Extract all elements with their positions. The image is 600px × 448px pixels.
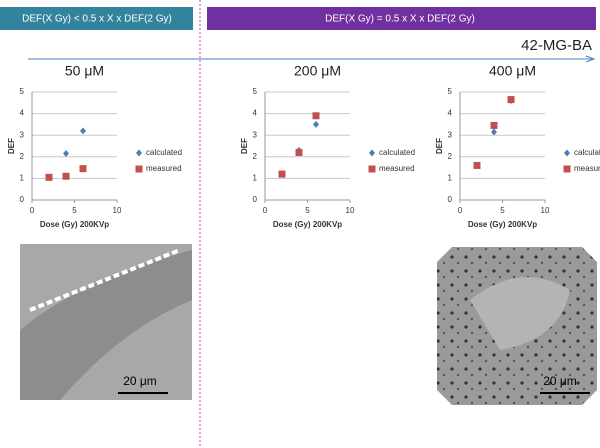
x-axis-label: Dose (Gy) 200KVp bbox=[40, 220, 109, 229]
y-tick-label: 5 bbox=[20, 87, 25, 96]
legend-marker bbox=[564, 149, 570, 157]
x-axis-label: Dose (Gy) 200KVp bbox=[273, 220, 342, 229]
point bbox=[45, 173, 53, 181]
point bbox=[490, 121, 498, 129]
point bbox=[62, 172, 70, 180]
scale-bar-label: 20 μm bbox=[123, 374, 157, 388]
point bbox=[491, 128, 497, 136]
y-axis-label: DEF bbox=[7, 138, 16, 154]
y-tick-label: 3 bbox=[253, 130, 258, 139]
y-axis-label: DEF bbox=[240, 138, 249, 154]
scale-bar-label: 20 μm bbox=[543, 374, 577, 388]
legend-marker bbox=[368, 165, 376, 173]
point bbox=[313, 120, 319, 128]
x-tick-label: 0 bbox=[30, 206, 35, 215]
banner-right bbox=[207, 7, 596, 30]
x-tick-label: 5 bbox=[72, 206, 77, 215]
y-axis-label: DEF bbox=[435, 138, 444, 154]
point bbox=[63, 150, 69, 158]
point bbox=[278, 170, 286, 178]
y-tick-label: 3 bbox=[448, 130, 453, 139]
legend-label: calculated bbox=[146, 148, 182, 157]
legend-marker bbox=[136, 149, 142, 157]
x-axis-label: Dose (Gy) 200KVp bbox=[468, 220, 537, 229]
chart-title: 400 μM bbox=[489, 63, 536, 79]
legend-label: calculated bbox=[379, 148, 415, 157]
y-tick-label: 2 bbox=[20, 152, 25, 161]
y-tick-label: 3 bbox=[20, 130, 25, 139]
y-tick-label: 2 bbox=[253, 152, 258, 161]
banner-text: DEF(X Gy) < 0.5 x X x DEF(2 Gy) bbox=[22, 14, 172, 25]
legend-label: measured bbox=[146, 164, 182, 173]
legend-label: calculated bbox=[574, 148, 600, 157]
legend-marker bbox=[135, 165, 143, 173]
y-tick-label: 4 bbox=[20, 109, 25, 118]
point bbox=[473, 161, 481, 169]
y-tick-label: 4 bbox=[253, 109, 258, 118]
chart-title: 50 μM bbox=[65, 63, 104, 79]
y-tick-label: 0 bbox=[448, 195, 453, 204]
x-tick-label: 5 bbox=[500, 206, 505, 215]
point bbox=[312, 112, 320, 120]
y-tick-label: 4 bbox=[448, 109, 453, 118]
x-tick-label: 10 bbox=[346, 206, 355, 215]
y-tick-label: 5 bbox=[448, 87, 453, 96]
y-tick-label: 0 bbox=[20, 195, 25, 204]
chart-title: 200 μM bbox=[294, 63, 341, 79]
legend-marker bbox=[563, 165, 571, 173]
y-tick-label: 1 bbox=[448, 174, 453, 183]
arrow-head bbox=[585, 55, 596, 63]
legend-label: measured bbox=[574, 164, 600, 173]
banner-text: DEF(X Gy) = 0.5 x X x DEF(2 Gy) bbox=[325, 14, 475, 25]
x-tick-label: 10 bbox=[541, 206, 550, 215]
point bbox=[507, 96, 515, 104]
y-tick-label: 1 bbox=[20, 174, 25, 183]
y-tick-label: 2 bbox=[448, 152, 453, 161]
y-tick-label: 1 bbox=[253, 174, 258, 183]
point bbox=[295, 148, 303, 156]
legend-marker bbox=[369, 149, 375, 157]
x-tick-label: 0 bbox=[263, 206, 268, 215]
cell-line: 42-MG-BA bbox=[521, 37, 592, 54]
micrograph: 20 μm bbox=[20, 244, 192, 400]
y-tick-label: 5 bbox=[253, 87, 258, 96]
micrograph: 20 μm bbox=[437, 247, 597, 405]
banner-left bbox=[0, 7, 193, 30]
x-tick-label: 0 bbox=[458, 206, 463, 215]
point bbox=[80, 127, 86, 135]
legend-label: measured bbox=[379, 164, 415, 173]
x-tick-label: 5 bbox=[305, 206, 310, 215]
point bbox=[79, 165, 87, 173]
y-tick-label: 0 bbox=[253, 195, 258, 204]
x-tick-label: 10 bbox=[113, 206, 122, 215]
